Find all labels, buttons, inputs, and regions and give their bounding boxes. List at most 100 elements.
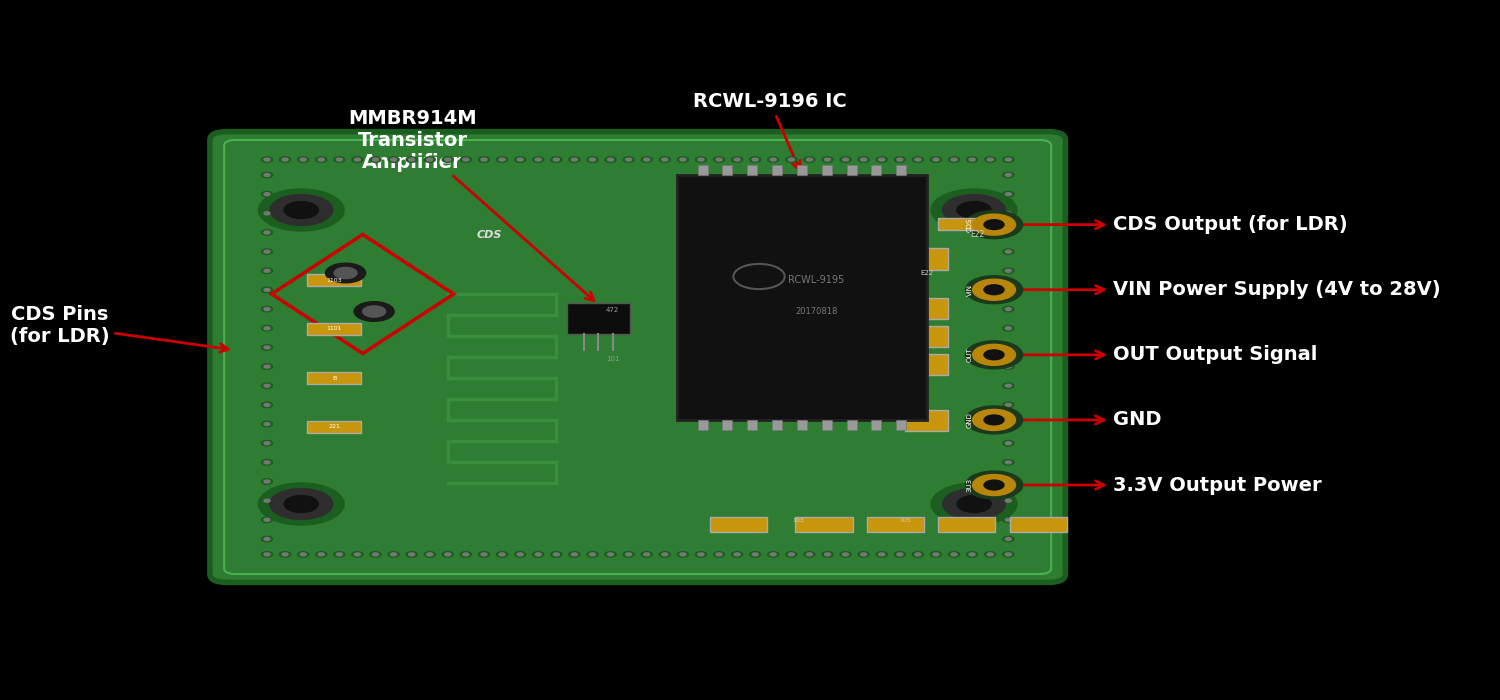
Circle shape (264, 231, 270, 234)
Bar (906, 326, 948, 346)
Circle shape (897, 158, 903, 161)
Circle shape (948, 552, 960, 557)
Circle shape (698, 553, 703, 556)
Text: 3.3V Output Power: 3.3V Output Power (998, 475, 1322, 494)
Circle shape (1002, 364, 1014, 370)
Circle shape (261, 172, 273, 178)
Text: CDS: CDS (966, 218, 972, 232)
Circle shape (264, 174, 270, 176)
Circle shape (406, 157, 417, 162)
Circle shape (370, 157, 381, 162)
Circle shape (696, 552, 706, 557)
Text: 103: 103 (792, 517, 804, 522)
Circle shape (478, 552, 489, 557)
Circle shape (446, 158, 452, 161)
Text: 3U3: 3U3 (966, 478, 972, 492)
Circle shape (932, 189, 1017, 231)
Circle shape (406, 552, 417, 557)
Circle shape (1002, 440, 1014, 446)
Text: 1101: 1101 (327, 326, 342, 332)
Circle shape (1005, 346, 1011, 349)
Circle shape (532, 552, 544, 557)
Circle shape (264, 461, 270, 464)
Circle shape (644, 553, 650, 556)
Text: VIN Power Supply (4V to 28V): VIN Power Supply (4V to 28V) (998, 280, 1440, 299)
Circle shape (586, 552, 598, 557)
Text: GND: GND (998, 410, 1161, 429)
Circle shape (258, 483, 344, 525)
Bar (723, 420, 732, 430)
Bar (867, 517, 924, 532)
Circle shape (1002, 402, 1014, 407)
Circle shape (894, 157, 906, 162)
Circle shape (261, 211, 273, 216)
Bar (567, 303, 630, 334)
Bar (906, 298, 948, 318)
Bar (844, 217, 909, 231)
Circle shape (972, 279, 1016, 300)
Circle shape (297, 552, 309, 557)
Circle shape (786, 552, 796, 557)
Circle shape (464, 553, 470, 556)
Bar (772, 165, 782, 175)
Circle shape (1005, 499, 1011, 502)
Circle shape (696, 157, 706, 162)
Circle shape (732, 157, 742, 162)
Circle shape (568, 157, 580, 162)
Circle shape (500, 553, 506, 556)
Circle shape (1005, 480, 1011, 483)
Circle shape (261, 230, 273, 235)
Circle shape (1005, 231, 1011, 234)
Circle shape (1002, 307, 1014, 312)
Circle shape (984, 415, 1004, 425)
Circle shape (680, 553, 686, 556)
Circle shape (261, 460, 273, 465)
Text: 472: 472 (606, 307, 619, 312)
Bar (308, 323, 362, 335)
Circle shape (590, 158, 596, 161)
Circle shape (698, 158, 703, 161)
Text: CDS Output (for LDR): CDS Output (for LDR) (998, 215, 1347, 234)
Circle shape (969, 158, 975, 161)
Circle shape (518, 158, 524, 161)
Circle shape (716, 158, 722, 161)
Circle shape (572, 553, 578, 556)
Circle shape (951, 553, 957, 556)
Circle shape (514, 157, 525, 162)
Circle shape (942, 489, 1005, 519)
Circle shape (284, 202, 318, 218)
Circle shape (270, 489, 333, 519)
Bar (822, 165, 831, 175)
Circle shape (264, 365, 270, 368)
Circle shape (732, 552, 742, 557)
Bar (308, 274, 362, 286)
Circle shape (984, 480, 1004, 490)
Circle shape (608, 158, 613, 161)
Circle shape (626, 553, 632, 556)
Circle shape (640, 157, 652, 162)
Circle shape (1005, 384, 1011, 387)
Text: B: B (332, 375, 336, 381)
Circle shape (750, 552, 760, 557)
Circle shape (714, 157, 724, 162)
Circle shape (1002, 326, 1014, 331)
Circle shape (388, 552, 399, 557)
Circle shape (1002, 460, 1014, 465)
Circle shape (1005, 423, 1011, 426)
Circle shape (734, 553, 740, 556)
Circle shape (264, 270, 270, 272)
Circle shape (460, 157, 471, 162)
Circle shape (442, 157, 453, 162)
Bar (846, 165, 856, 175)
Circle shape (608, 553, 613, 556)
Text: 101: 101 (606, 356, 619, 361)
Circle shape (604, 157, 616, 162)
Bar (747, 165, 758, 175)
Circle shape (1005, 270, 1011, 272)
Circle shape (879, 158, 885, 161)
Circle shape (752, 553, 758, 556)
Circle shape (876, 552, 888, 557)
Bar (1010, 517, 1066, 532)
Bar (939, 517, 996, 532)
Circle shape (858, 157, 868, 162)
